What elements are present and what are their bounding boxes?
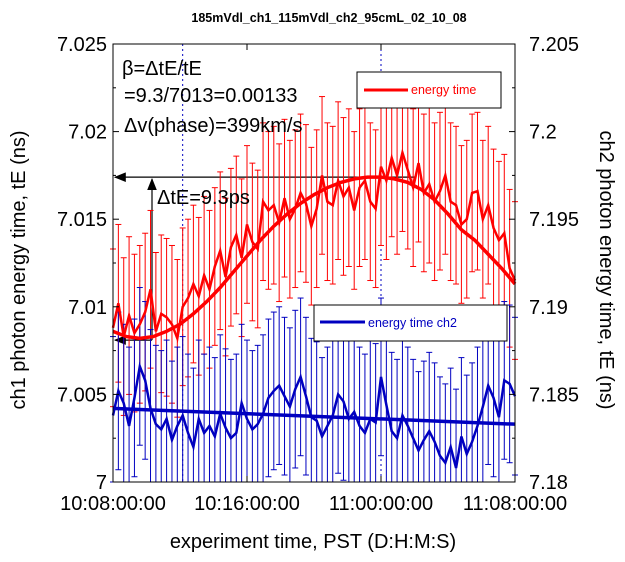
y-left-tick-label-3: 7.015 <box>57 209 107 231</box>
y-left-tick-label-4: 7.02 <box>68 122 107 144</box>
y-left-tick-label-1: 7.005 <box>57 384 107 406</box>
y-right-tick-label-1: 7.185 <box>529 384 579 406</box>
annotation-dte: ΔtE=9.3ps <box>157 187 250 209</box>
series-line-1 <box>111 361 517 469</box>
fit-lines <box>112 175 517 426</box>
chart-title: 185mVdl_ch1_115mVdl_ch2_95cmL_02_10_08 <box>191 11 466 25</box>
annotation-beta: β=ΔtE/tE <box>122 58 202 80</box>
annotation-ratio: =9.3/7013=0.00133 <box>124 85 298 107</box>
x-tick-label-1: 10:16:00:00 <box>194 493 300 515</box>
y-axis-left-title: ch1 photon energy time, tE (ns) <box>8 130 30 409</box>
annotation-dv: Δv(phase)=399km/s <box>124 115 302 137</box>
y-right-tick-label-0: 7.18 <box>529 472 568 494</box>
y-right-tick-label-3: 7.195 <box>529 209 579 231</box>
legend-energy-time-ch2: energy time ch2 <box>313 304 508 342</box>
axes <box>112 43 516 483</box>
legend-label-2: energy time ch2 <box>368 316 457 330</box>
plot-area <box>113 44 515 482</box>
fit-line-0 <box>112 175 517 341</box>
legend-energy-time: energy time <box>356 71 502 109</box>
y-axis-right-title: ch2 photon energy time, tE (ns) <box>595 130 617 409</box>
x-tick-label-2: 11:00:00:00 <box>329 493 433 515</box>
y-left-tick-label-5: 7.025 <box>57 34 107 56</box>
tick-labels: 7 7.005 7.01 7.015 7.02 7.025 7.18 7.185 7.19 7.1… <box>57 34 579 515</box>
y-left-tick-label-0: 7 <box>96 472 107 494</box>
y-right-tick-label-4: 7.2 <box>529 122 557 144</box>
plot-background <box>113 44 515 482</box>
y-left-tick-label-2: 7.01 <box>68 297 107 319</box>
x-axis-title: experiment time, PST (D:H:M:S) <box>170 531 456 553</box>
fit-line-1 <box>112 406 516 426</box>
x-tick-label-0: 10:08:00:00 <box>60 493 166 515</box>
y-right-tick-label-2: 7.19 <box>529 297 568 319</box>
legend-label-1: energy time <box>411 83 476 97</box>
x-tick-label-3: 11:08:00:00 <box>463 493 567 515</box>
y-right-tick-label-5: 7.205 <box>529 34 579 56</box>
